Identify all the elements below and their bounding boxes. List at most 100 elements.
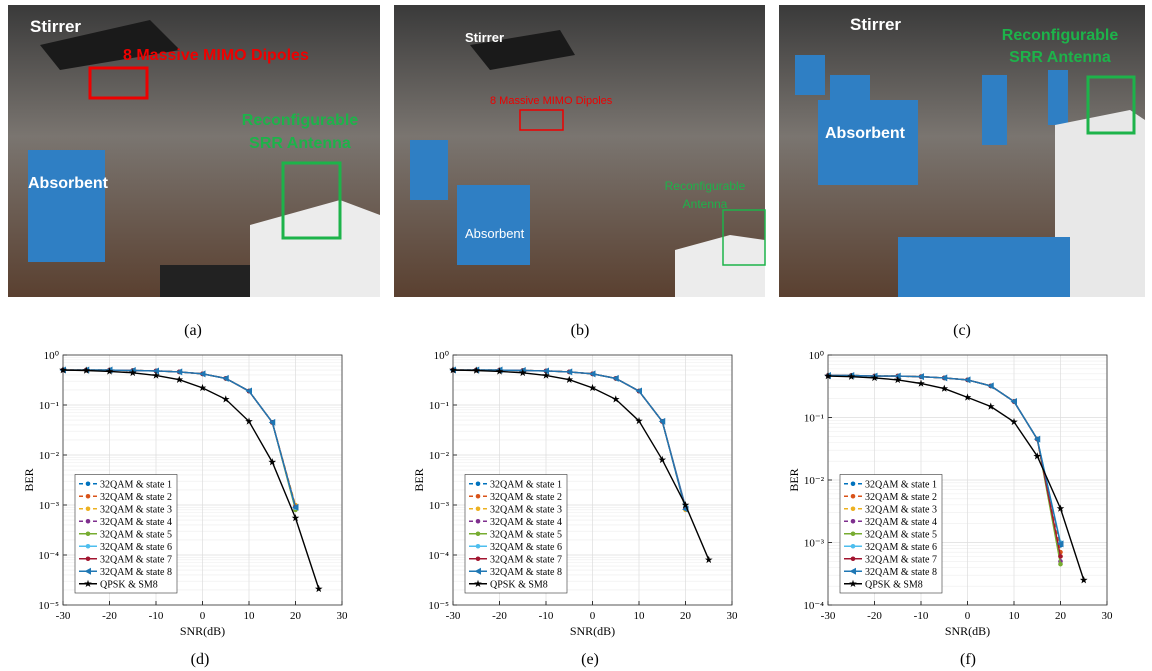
y-tick-label: 10⁻² (804, 475, 825, 487)
marker (82, 366, 91, 374)
y-axis-label: BER (22, 468, 36, 491)
y-tick-label: 10⁻¹ (429, 400, 449, 412)
marker (589, 370, 596, 378)
legend-label: 32QAM & state 6 (100, 542, 172, 553)
legend-label: 32QAM & state 4 (100, 517, 172, 528)
marker (245, 417, 253, 425)
legend-label: QPSK & SM8 (490, 579, 548, 590)
marker (893, 375, 902, 384)
photo-c: Stirrer Reconfigurable SRR Antenna Absor… (779, 5, 1145, 297)
y-tick-label: 10⁻⁵ (38, 600, 59, 612)
marker (175, 368, 183, 376)
legend-label: 32QAM & state 8 (490, 567, 562, 578)
y-tick-label: 10⁻⁴ (803, 600, 824, 612)
caption: (c) (953, 322, 971, 339)
y-tick-label: 10⁻² (429, 450, 450, 462)
marker (635, 387, 642, 395)
y-tick-label: 10⁻⁴ (38, 550, 59, 562)
marker (472, 366, 481, 374)
x-tick-label: 30 (727, 610, 739, 622)
y-tick-label: 10⁻² (39, 450, 60, 462)
marker (542, 371, 550, 379)
caption: (e) (581, 651, 599, 668)
legend-label: 32QAM & state 2 (865, 492, 937, 503)
x-axis-label: SNR(dB) (570, 624, 615, 638)
marker (565, 368, 573, 376)
legend-label: 32QAM & state 7 (490, 554, 562, 565)
marker (199, 370, 206, 378)
legend-label: 32QAM & state 4 (865, 517, 937, 528)
legend-label: 32QAM & state 2 (100, 492, 172, 503)
marker (152, 367, 159, 375)
marker (849, 567, 856, 575)
legend-label: 32QAM & state 3 (100, 504, 172, 515)
marker (704, 555, 713, 564)
legend-label: 32QAM & state 7 (100, 554, 172, 565)
marker (449, 366, 457, 374)
marker (85, 556, 91, 562)
legend-label: 32QAM & state 3 (865, 504, 937, 515)
chart: 10⁻⁴ 10⁻³ 10⁻² 10⁻¹ 10⁰ -30 -20 -10 0 10 20 30 SNR(d… (787, 350, 1113, 638)
marker (1057, 540, 1064, 548)
marker (221, 395, 230, 403)
x-tick-label: -20 (492, 610, 507, 622)
marker (565, 375, 574, 383)
legend: 32QAM & state 1 32QAM & state 2 32QAM & st… (464, 474, 568, 594)
legend-label: 32QAM & state 8 (100, 567, 172, 578)
marker (475, 531, 481, 537)
legend-label: 32QAM & state 6 (490, 542, 562, 553)
legend-label: 32QAM & state 2 (490, 492, 562, 503)
marker (85, 518, 91, 524)
chart: 10⁻⁵ 10⁻⁴ 10⁻³ 10⁻² 10⁻¹ 10⁰ -30 -20 -10 0 10 20 30 S… (412, 350, 738, 638)
marker (475, 543, 481, 549)
marker (475, 481, 481, 487)
marker (635, 416, 643, 425)
y-axis-label: BER (412, 468, 426, 491)
x-tick-label: 30 (1102, 610, 1114, 622)
photo-label: SRR Antenna (1009, 49, 1111, 66)
x-tick-label: -10 (149, 610, 164, 622)
y-tick-label: 10⁻⁴ (428, 550, 449, 562)
marker (986, 402, 995, 410)
marker (1033, 452, 1042, 460)
marker (850, 481, 856, 487)
marker (518, 368, 527, 377)
marker (850, 556, 856, 562)
marker (849, 579, 857, 587)
marker (542, 367, 549, 375)
marker (1058, 561, 1063, 567)
marker (612, 374, 619, 382)
marker (850, 493, 856, 499)
x-axis-label: SNR(dB) (180, 624, 225, 638)
marker (588, 383, 597, 392)
marker (474, 579, 482, 587)
marker (475, 556, 481, 562)
marker (84, 579, 92, 587)
marker (1010, 398, 1017, 406)
legend-label: 32QAM & state 5 (490, 529, 562, 540)
marker (291, 514, 300, 522)
marker (84, 567, 91, 575)
x-tick-label: 30 (337, 610, 349, 622)
marker (85, 493, 91, 499)
axes-frame (62, 354, 343, 606)
legend-label: 32QAM & state 8 (865, 567, 937, 578)
x-tick-label: 0 (965, 610, 971, 622)
x-tick-label: -30 (56, 610, 71, 622)
marker (314, 584, 323, 593)
legend-label: 32QAM & state 1 (490, 479, 562, 490)
marker (658, 455, 667, 464)
chart: 10⁻⁵ 10⁻⁴ 10⁻³ 10⁻² 10⁻¹ 10⁰ -30 -20 -10 0 10 20 30 S… (22, 350, 348, 638)
marker (964, 376, 971, 384)
y-tick-label: 10⁻⁵ (428, 600, 449, 612)
legend-label: 32QAM & state 7 (865, 554, 937, 565)
legend-label: 32QAM & state 4 (490, 517, 562, 528)
x-tick-label: 10 (634, 610, 646, 622)
series-line (62, 369, 320, 590)
marker (1056, 504, 1065, 512)
marker (175, 375, 184, 383)
axes-frame (827, 354, 1108, 606)
